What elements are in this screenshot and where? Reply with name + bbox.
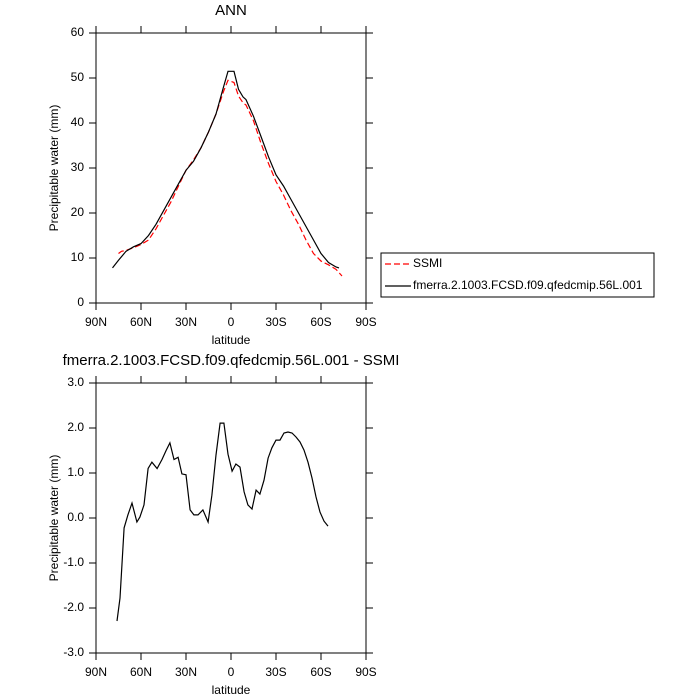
x-tick-label: 30N (175, 315, 197, 329)
chart-title: fmerra.2.1003.FCSD.f09.qfedcmip.56L.001 … (63, 352, 400, 369)
y-tick-label: 60 (71, 25, 85, 39)
chart-title: ANN (215, 2, 247, 19)
plot-frame (95, 382, 367, 654)
x-tick-label: 60N (130, 665, 152, 679)
y-tick-label: 30 (71, 160, 85, 174)
x-tick-label: 30S (265, 665, 286, 679)
y-tick-label: 0 (77, 295, 84, 309)
y-axis-label: Precipitable water (mm) (47, 105, 61, 232)
y-tick-label: 0.0 (67, 510, 84, 524)
x-tick-label: 30N (175, 665, 197, 679)
x-tick-label: 0 (228, 665, 235, 679)
x-axis-label: latitude (212, 333, 251, 347)
y-tick-label: 10 (71, 250, 85, 264)
x-tick-label: 0 (228, 315, 235, 329)
x-tick-label: 90S (355, 315, 376, 329)
data-line (112, 70, 340, 269)
plot-frame (95, 32, 367, 304)
y-tick-label: -1.0 (63, 555, 84, 569)
x-tick-label: 90N (85, 315, 107, 329)
legend: SSMI fmerra.2.1003.FCSD.f09.qfedcmip.56L.… (380, 252, 655, 298)
y-tick-label: -3.0 (63, 645, 84, 659)
x-tick-label: 60N (130, 315, 152, 329)
data-line (116, 422, 329, 622)
y-tick-label: -2.0 (63, 600, 84, 614)
legend-box (380, 252, 655, 298)
x-tick-label: 30S (265, 315, 286, 329)
y-tick-label: 1.0 (67, 465, 84, 479)
legend-label: fmerra.2.1003.FCSD.f09.qfedcmip.56L.001 (413, 278, 643, 292)
y-axis-label: Precipitable water (mm) (47, 455, 61, 582)
x-axis-label: latitude (212, 683, 251, 697)
x-tick-label: 60S (310, 315, 331, 329)
x-tick-label: 90S (355, 665, 376, 679)
legend-label: SSMI (413, 256, 442, 270)
y-tick-label: 50 (71, 70, 85, 84)
x-tick-label: 90N (85, 665, 107, 679)
y-tick-label: 3.0 (67, 375, 84, 389)
y-tick-label: 2.0 (67, 420, 84, 434)
y-tick-label: 40 (71, 115, 85, 129)
x-tick-label: 60S (310, 665, 331, 679)
y-tick-label: 20 (71, 205, 85, 219)
data-line (118, 79, 343, 277)
